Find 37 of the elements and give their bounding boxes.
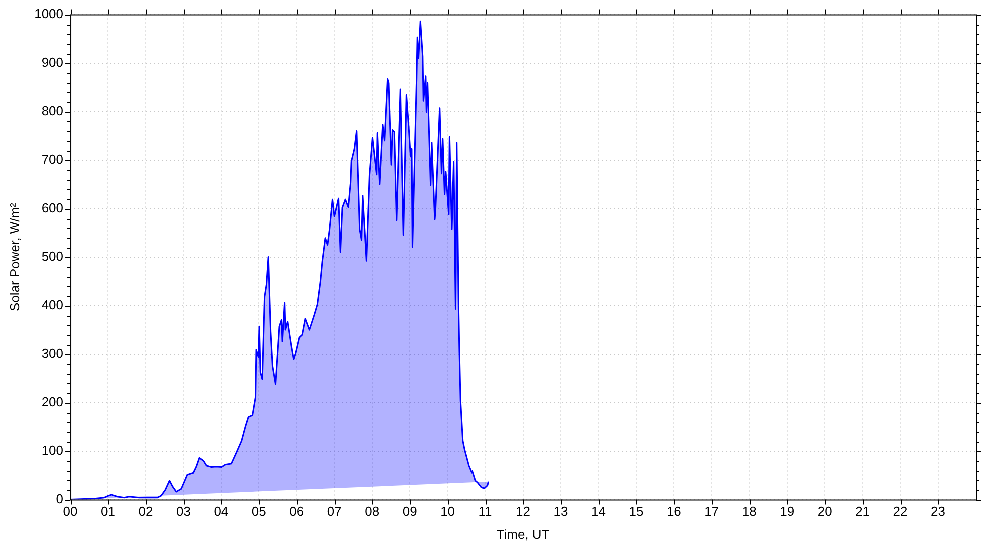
x-tick-label: 14 bbox=[591, 504, 606, 520]
x-tick-label: 17 bbox=[704, 504, 720, 520]
y-tick-label: 900 bbox=[42, 54, 64, 70]
x-tick-label: 11 bbox=[478, 504, 492, 520]
y-tick-label: 500 bbox=[42, 248, 64, 264]
y-tick-label: 700 bbox=[42, 152, 64, 167]
x-axis-title: Time, UT bbox=[496, 526, 550, 542]
x-tick-label: 23 bbox=[931, 504, 946, 520]
x-tick-label: 02 bbox=[138, 504, 154, 520]
x-tick-label: 03 bbox=[176, 504, 191, 520]
y-tick-label: 400 bbox=[42, 297, 64, 312]
x-tick-label: 19 bbox=[780, 504, 795, 520]
x-tick-label: 07 bbox=[327, 504, 342, 520]
x-tick-label: 05 bbox=[252, 504, 266, 520]
x-tick-label: 08 bbox=[365, 504, 380, 520]
y-tick-label: 800 bbox=[42, 103, 64, 118]
x-tick-label: 04 bbox=[214, 504, 229, 520]
x-tick-label: 16 bbox=[666, 504, 682, 520]
y-tick-label: 300 bbox=[42, 346, 64, 361]
x-tick-label: 20 bbox=[818, 504, 832, 520]
y-tick-label: 1000 bbox=[34, 6, 64, 22]
x-tick-label: 21 bbox=[856, 504, 870, 520]
y-tick-label: 100 bbox=[42, 442, 64, 458]
y-tick-label: 200 bbox=[42, 394, 64, 410]
y-tick-label: 600 bbox=[42, 200, 64, 216]
x-tick-label: 10 bbox=[440, 504, 456, 520]
x-tick-label: 15 bbox=[629, 504, 644, 520]
x-tick-label: 13 bbox=[554, 504, 568, 520]
y-tick-label: 0 bbox=[56, 491, 64, 506]
x-tick-label: 06 bbox=[290, 504, 304, 520]
x-tick-label: 00 bbox=[63, 504, 78, 520]
x-tick-label: 12 bbox=[516, 504, 530, 520]
x-tick-label: 09 bbox=[402, 504, 418, 520]
x-tick-label: 01 bbox=[101, 504, 116, 520]
x-tick-label: 18 bbox=[742, 504, 757, 520]
y-axis-title: Solar Power, W/m² bbox=[7, 202, 22, 312]
x-tick-label: 22 bbox=[893, 504, 908, 520]
